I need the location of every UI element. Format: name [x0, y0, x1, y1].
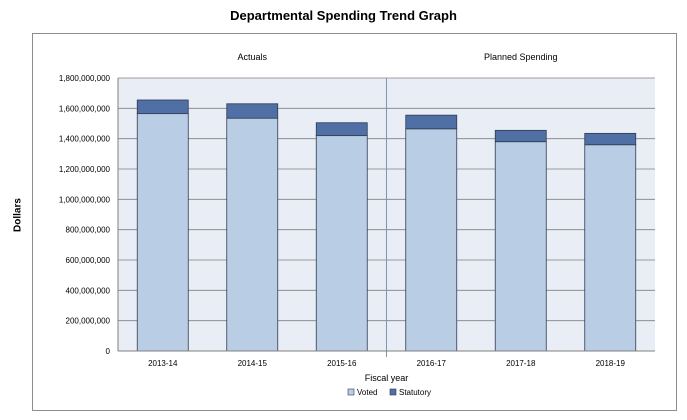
- y-tick-label: 1,000,000,000: [59, 195, 111, 204]
- legend-swatch-voted: [347, 388, 355, 396]
- x-tick-label: 2017-18: [506, 359, 536, 368]
- y-tick-label: 600,000,000: [66, 256, 111, 265]
- y-tick-label: 0: [106, 347, 111, 356]
- chart-frame: [32, 33, 677, 411]
- bar-statutory-2016-17: [405, 114, 458, 130]
- x-tick-label: 2016-17: [417, 359, 447, 368]
- legend: Voted Statutory: [347, 388, 431, 397]
- bar-voted-2016-17: [405, 128, 458, 352]
- section-label: Planned Spending: [484, 52, 558, 62]
- bar-voted-2013-14: [136, 113, 189, 352]
- bar-voted-2018-19: [584, 144, 637, 352]
- legend-label: Statutory: [399, 388, 431, 397]
- section-label: Actuals: [237, 52, 267, 62]
- bar-statutory-2015-16: [315, 122, 368, 137]
- y-tick-label: 1,800,000,000: [59, 74, 111, 83]
- bar-voted-2014-15: [226, 117, 279, 352]
- x-tick-label: 2014-15: [238, 359, 268, 368]
- y-tick-label: 400,000,000: [66, 286, 111, 295]
- y-tick-label: 1,600,000,000: [59, 104, 111, 113]
- legend-label: Voted: [357, 388, 377, 397]
- bars: [136, 99, 637, 352]
- x-tick-label: 2018-19: [596, 359, 626, 368]
- x-tick-label: 2015-16: [327, 359, 357, 368]
- y-tick-labels: 0 200,000,000 400,000,000 600,000,000 800,00…: [59, 74, 111, 356]
- bar-statutory-2014-15: [226, 103, 279, 119]
- axes: [117, 78, 655, 352]
- x-tick-label: 2013-14: [148, 359, 178, 368]
- legend-swatch-statutory: [389, 388, 397, 396]
- bar-statutory-2013-14: [136, 99, 189, 115]
- y-tick-label: 200,000,000: [66, 317, 111, 326]
- bar-statutory-2018-19: [584, 132, 637, 146]
- x-axis-title: Fiscal year: [365, 373, 409, 383]
- y-tick-label: 1,200,000,000: [59, 165, 111, 174]
- bar-voted-2017-18: [494, 141, 547, 352]
- chart-title: Departmental Spending Trend Graph: [230, 8, 457, 23]
- bar-statutory-2017-18: [494, 129, 547, 143]
- y-tick-label: 800,000,000: [66, 226, 111, 235]
- y-tick-label: 1,400,000,000: [59, 135, 111, 144]
- section-labels: Actuals Planned Spending: [237, 52, 557, 62]
- bar-voted-2015-16: [315, 135, 368, 352]
- x-tick-labels: 2013-14 2014-15 2015-16 2016-17 2017-18 2018-…: [148, 359, 625, 368]
